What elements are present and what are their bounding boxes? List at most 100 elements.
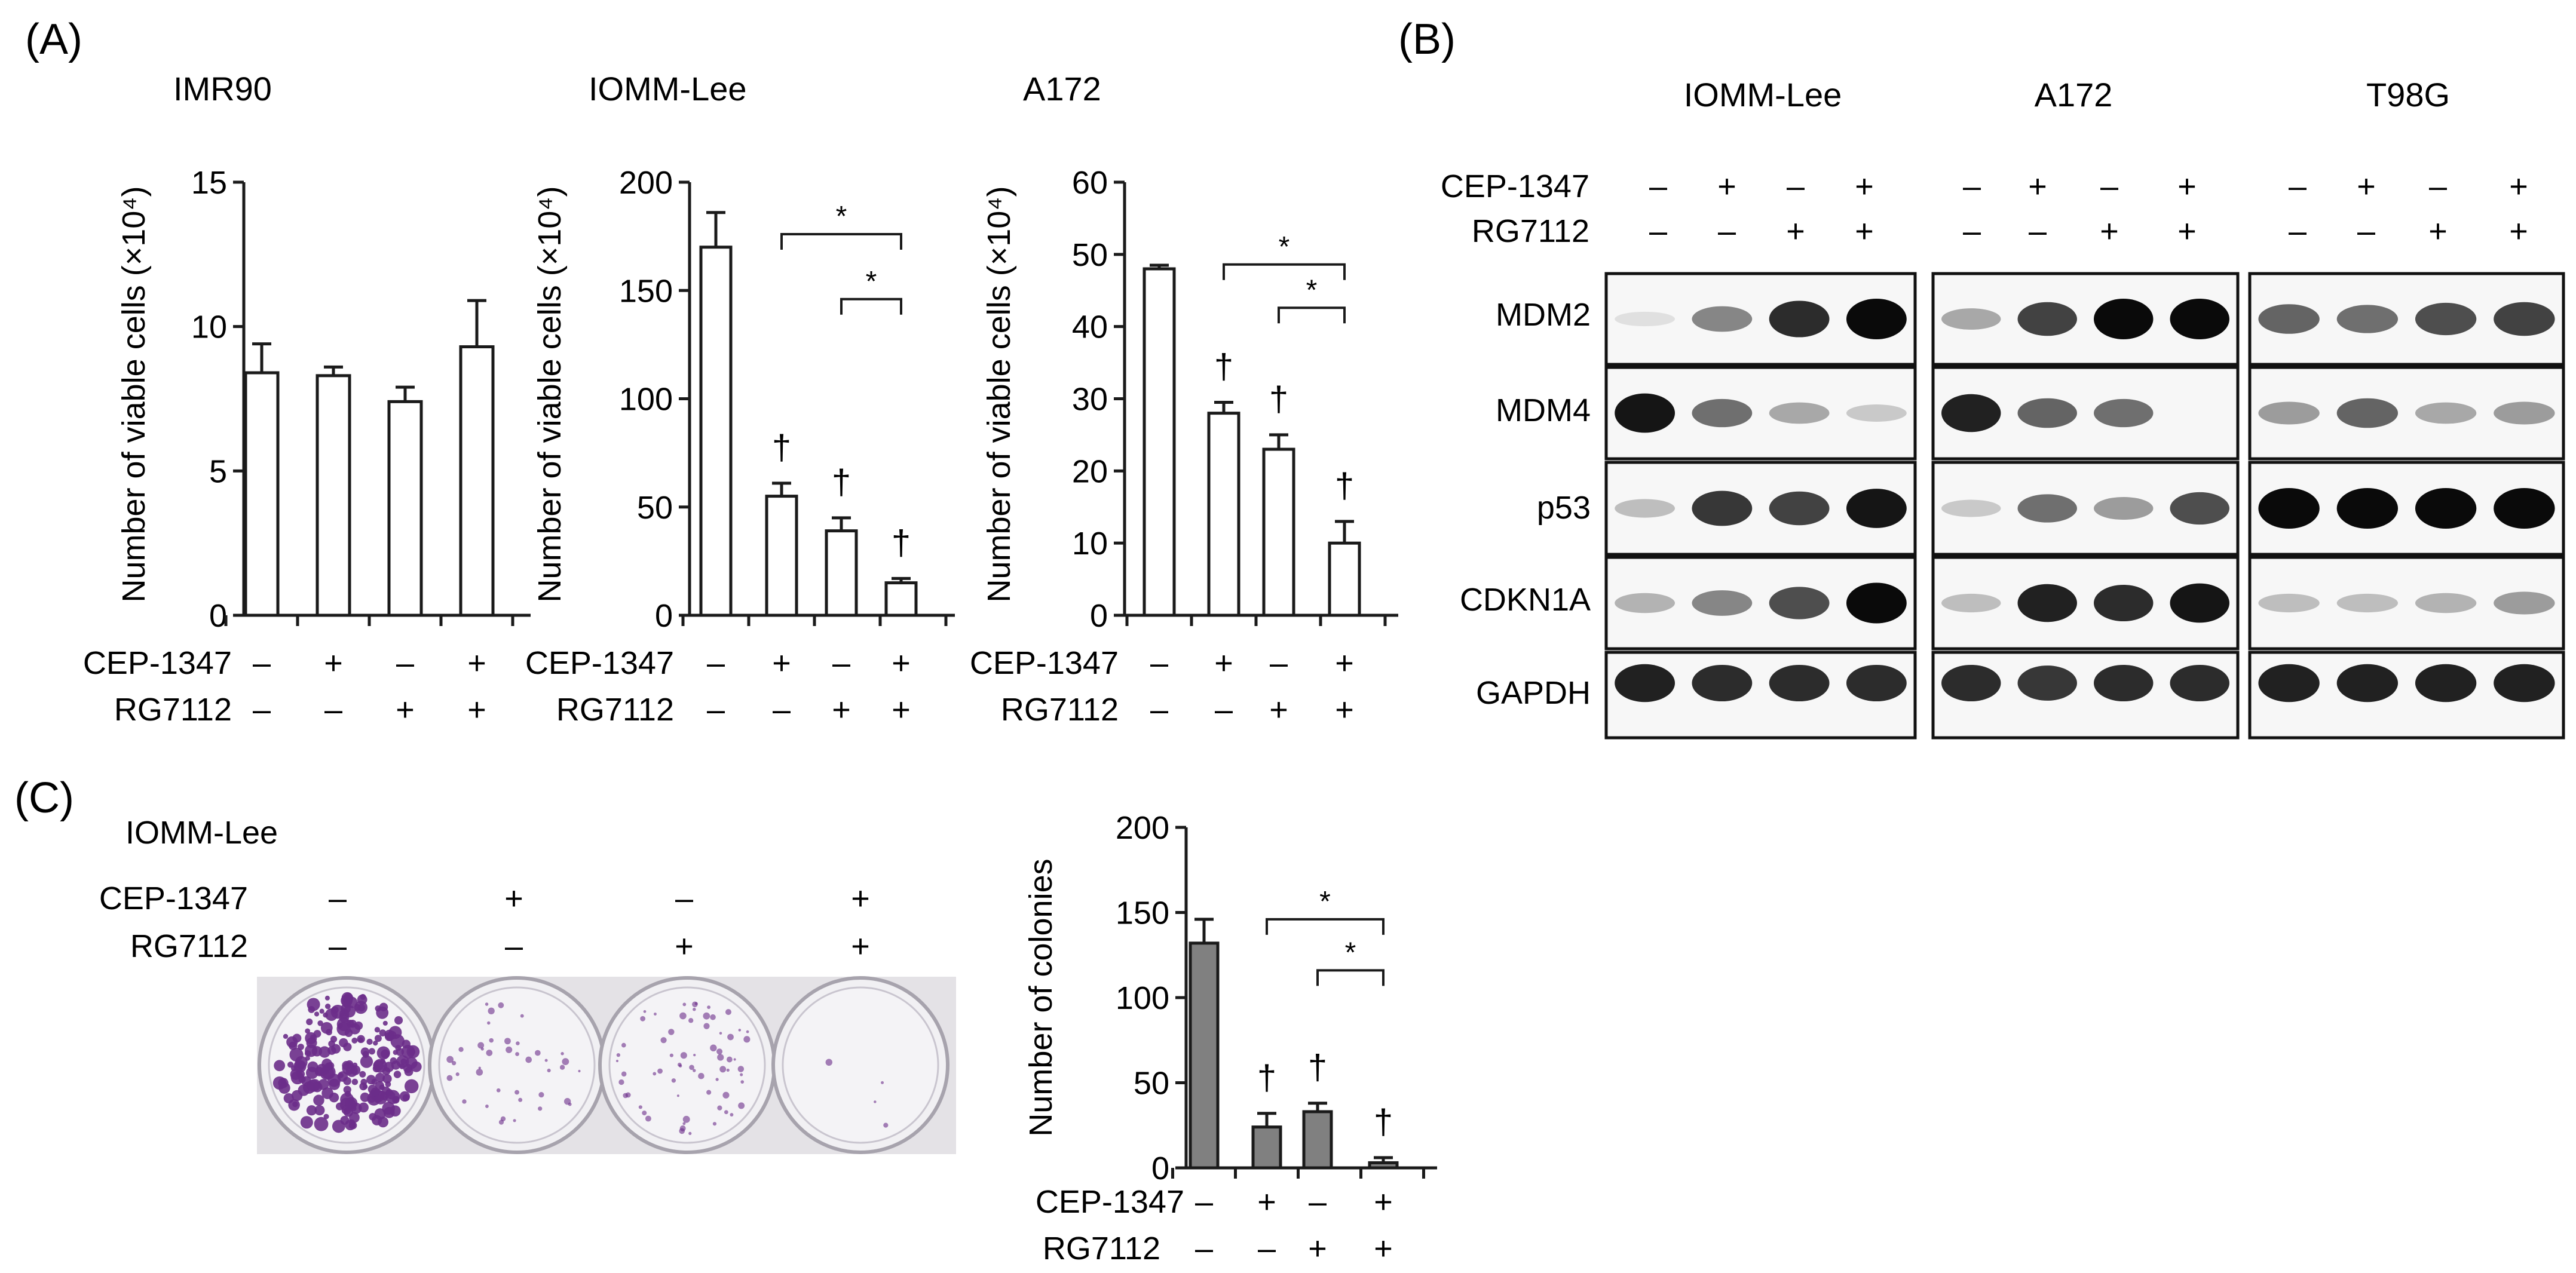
treatment-row-colonies: CEP-1347 RG7112 ––+––+++ — [1036, 1184, 1393, 1266]
blot-band — [2017, 665, 2077, 701]
colony — [544, 1059, 548, 1062]
colony — [638, 1105, 642, 1109]
bar — [825, 529, 858, 617]
colony — [368, 1095, 376, 1103]
y-tick-label: 200 — [1116, 810, 1169, 846]
blot-band — [1769, 587, 1830, 619]
blot-band — [1769, 664, 1830, 702]
blot-band — [2094, 299, 2154, 339]
rg-sign: – — [253, 692, 271, 728]
blot-rg-label: RG7112 — [1472, 213, 1589, 249]
y-tick-label: 50 — [637, 490, 673, 526]
colony — [693, 1054, 696, 1057]
colony — [287, 1062, 294, 1068]
colony — [384, 1029, 394, 1040]
colony — [305, 1044, 318, 1057]
colony — [716, 1048, 723, 1055]
colony — [881, 1081, 884, 1084]
significance-star: * — [836, 201, 847, 232]
blot-band — [1941, 499, 2001, 517]
colony — [730, 1113, 734, 1117]
colony — [343, 1042, 352, 1051]
significance-dagger: † — [1257, 1059, 1276, 1097]
colony — [669, 1053, 673, 1057]
significance-dagger: † — [1214, 348, 1233, 386]
colony — [374, 1027, 381, 1033]
rg-label: RG7112 — [1043, 1231, 1160, 1266]
significance-bracket — [1278, 306, 1346, 324]
colony — [329, 1093, 339, 1103]
chart-iomm-lee: IOMM-Lee Number of viable cells (×10⁴) 0… — [532, 70, 955, 634]
cep-sign: – — [1963, 168, 1981, 204]
colony — [645, 1115, 651, 1122]
y-tick-label: 100 — [1116, 980, 1169, 1016]
cep-sign: – — [675, 881, 693, 916]
colony — [653, 1072, 657, 1076]
colony — [402, 1094, 410, 1102]
colony — [743, 1036, 751, 1043]
blot-band — [1846, 299, 1907, 339]
y-axis-label: Number of colonies — [1023, 858, 1059, 1136]
blot-band — [2415, 302, 2477, 336]
y-tick-label: 60 — [1072, 165, 1108, 201]
colony — [317, 1020, 323, 1026]
blot-band — [1615, 499, 1676, 518]
blot-band — [1692, 664, 1753, 702]
rg-sign: – — [329, 928, 347, 964]
blot-band — [2094, 664, 2154, 702]
significance-dagger: † — [772, 428, 791, 467]
colony — [357, 1035, 365, 1044]
colony — [306, 1066, 318, 1079]
blot-cell-line: T98G — [2366, 76, 2450, 114]
colony — [329, 1078, 341, 1090]
colony — [688, 1018, 694, 1023]
colony — [376, 1046, 390, 1060]
colony — [689, 1065, 694, 1070]
colony — [703, 1023, 710, 1029]
colony — [698, 1072, 705, 1079]
bar — [1251, 1125, 1282, 1170]
colony — [345, 1060, 354, 1068]
colony — [351, 1078, 359, 1085]
colony — [312, 1081, 323, 1093]
colony — [618, 1079, 624, 1085]
colony — [578, 1069, 581, 1073]
y-tick-label: 0 — [655, 598, 673, 634]
y-tick-label: 0 — [209, 598, 227, 634]
rg-sign: + — [1269, 692, 1288, 728]
blot-band — [1769, 300, 1830, 338]
blot-band — [2258, 488, 2320, 529]
colony — [738, 1102, 745, 1109]
plate-inner-rim — [782, 986, 939, 1144]
colony — [514, 1090, 519, 1095]
colony — [680, 1052, 687, 1059]
colony — [313, 1094, 324, 1106]
chart-title: A172 — [1023, 70, 1101, 108]
rg-label: RG7112 — [1001, 692, 1119, 728]
y-tick-label: 10 — [191, 309, 227, 345]
colony — [343, 1076, 351, 1085]
cep-label: CEP-1347 — [83, 645, 232, 681]
significance-bracket — [1316, 969, 1385, 986]
colony — [295, 1056, 308, 1069]
colony — [306, 1019, 313, 1026]
colony — [320, 1022, 333, 1034]
colony — [383, 1107, 395, 1118]
colony — [525, 1056, 532, 1063]
colony — [290, 1069, 302, 1080]
blot-band — [1692, 490, 1753, 526]
cep-sign: + — [2028, 168, 2047, 204]
colony — [489, 1038, 494, 1043]
plate-inner-rim — [438, 986, 596, 1144]
significance-dagger: † — [832, 463, 851, 502]
colony — [325, 1008, 338, 1022]
colony — [740, 1073, 743, 1076]
rg-sign: + — [892, 692, 911, 728]
colony — [710, 1014, 716, 1020]
colony — [345, 1065, 358, 1077]
blot-band — [1846, 404, 1907, 422]
colony — [325, 1064, 332, 1070]
cep-sign: – — [1195, 1184, 1213, 1220]
colony — [288, 1099, 300, 1111]
colony — [338, 1072, 344, 1078]
